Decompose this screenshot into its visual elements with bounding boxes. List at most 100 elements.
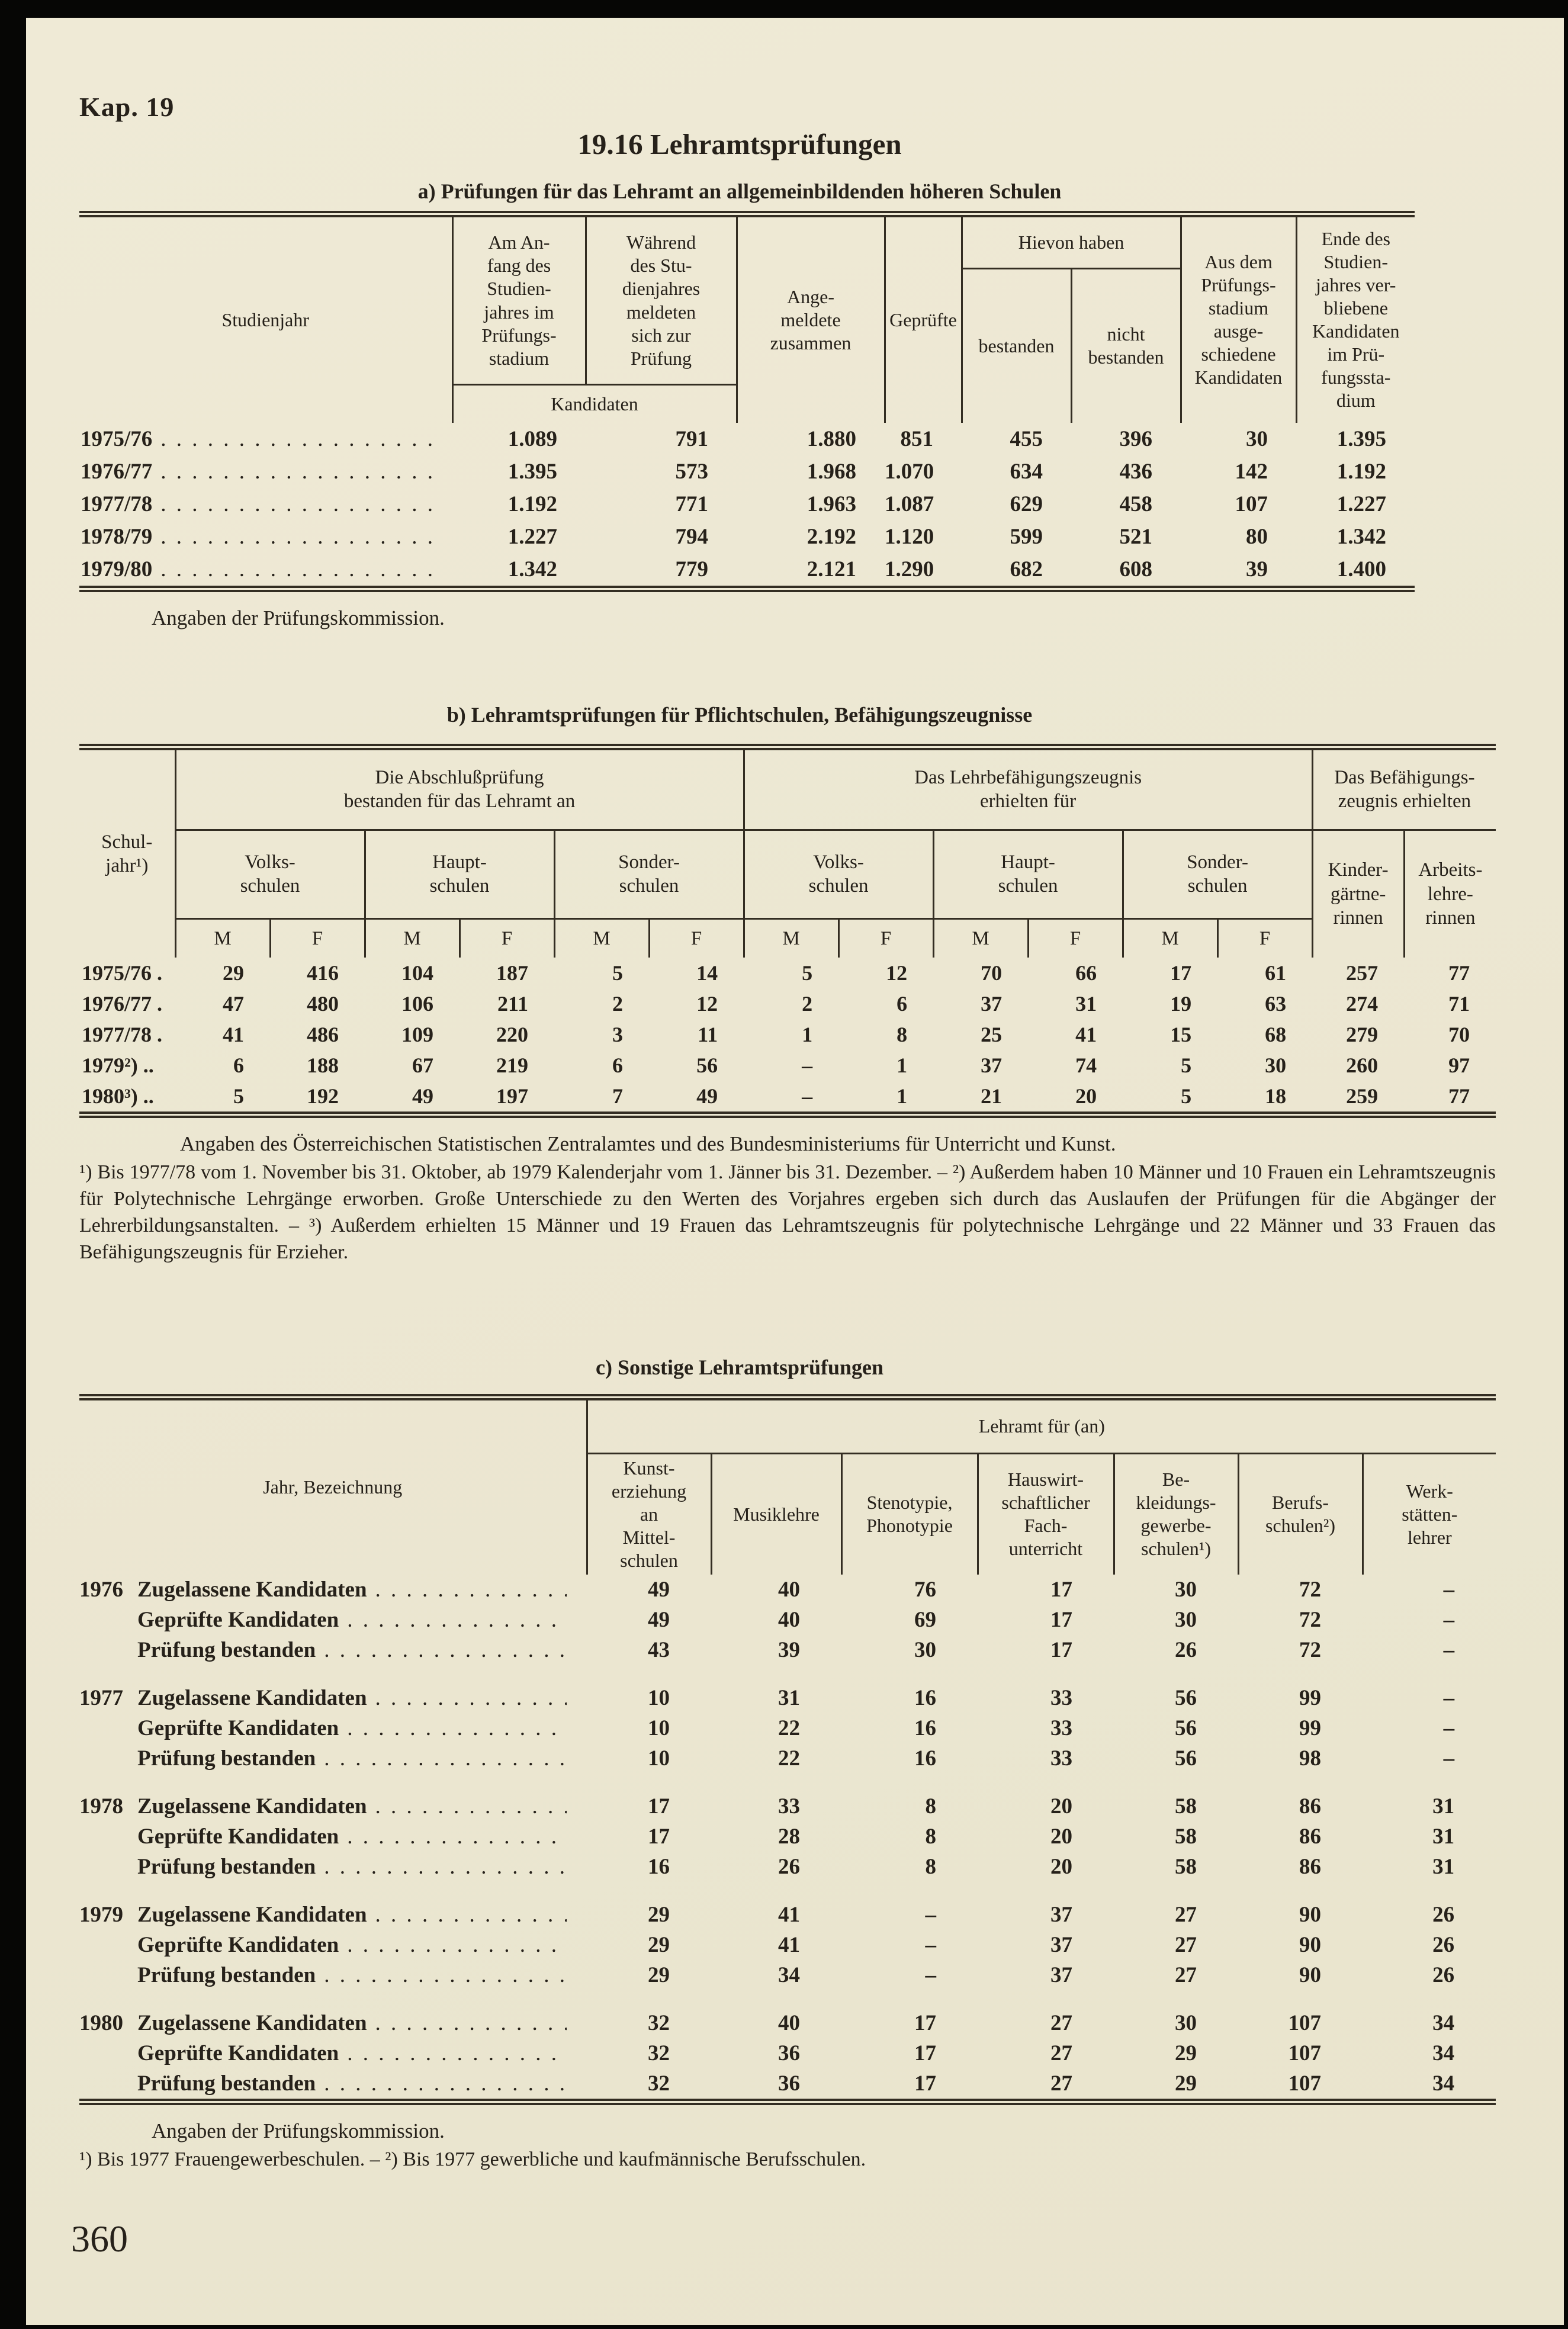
dotted-leader xyxy=(347,1932,567,1958)
page-number: 360 xyxy=(71,2217,128,2260)
col-header-hauptschulen-2: Haupt- schulen xyxy=(933,830,1124,920)
dotted-leader xyxy=(324,1637,567,1663)
value-cell: 98 xyxy=(1299,1746,1321,1771)
col-header-f: F xyxy=(460,918,555,958)
value-cell: 599 xyxy=(1010,524,1043,549)
col-header-f: F xyxy=(1028,918,1124,958)
col-header-studienjahr: Studienjahr xyxy=(79,214,454,423)
value-cell: 187 xyxy=(496,961,528,985)
table-b: Schul- jahr¹) Die Abschlußprüfung bestan… xyxy=(79,743,1496,1118)
value-cell: 63 xyxy=(1265,992,1287,1016)
footnote-c: ¹) Bis 1977 Frauengewerbeschulen. – ²) B… xyxy=(79,2148,866,2170)
value-cell: 5 xyxy=(1181,1053,1192,1077)
row-label: Zugelassene Kandidaten xyxy=(137,1794,367,1819)
value-cell: 6 xyxy=(612,1053,623,1077)
col-header-schuljahr: Schul- jahr¹) xyxy=(79,747,176,958)
value-cell: 17 xyxy=(1170,961,1192,985)
col-header-m: M xyxy=(554,918,650,958)
value-cell: 58 xyxy=(1175,1794,1197,1819)
year-label: 1978 xyxy=(79,1794,123,1819)
value-cell: 12 xyxy=(696,992,718,1016)
value-cell: 28 xyxy=(778,1824,800,1849)
value-cell: 34 xyxy=(1432,2071,1455,2096)
value-cell: 43 xyxy=(648,1638,670,1662)
year-cell: 1976/77 . xyxy=(82,992,163,1016)
row-label-cell: Geprüfte Kandidaten xyxy=(79,1822,587,1852)
value-cell: 1 xyxy=(897,1053,908,1077)
value-cell: 1.227 xyxy=(507,524,557,549)
value-cell: 90 xyxy=(1299,1933,1321,1957)
group-header-abschlusspruefung: Die Abschlußprüfung bestanden für das Le… xyxy=(175,747,745,831)
value-cell: 2 xyxy=(802,992,813,1016)
value-cell: 1.880 xyxy=(807,426,856,451)
value-cell: 634 xyxy=(1010,459,1043,484)
row-label: Prüfung bestanden xyxy=(137,1855,316,1879)
value-cell: 10 xyxy=(648,1686,670,1710)
row-label-cell: Prüfung bestanden xyxy=(79,1635,587,1665)
col-header-bekleidungsgewerbeschulen: Be- kleidungs- gewerbe- schulen¹) xyxy=(1114,1453,1239,1575)
col-header-am-anfang: Am An- fang des Studien- jahres im Prüfu… xyxy=(452,214,587,385)
year-label: 1980 xyxy=(79,2011,123,2035)
table-row: Prüfung bestanden 16 26 8 20 58 86 31 xyxy=(79,1852,1496,1882)
value-cell: 20 xyxy=(1050,1855,1072,1879)
row-label-cell: Prüfung bestanden xyxy=(79,1960,587,1990)
value-cell: – xyxy=(925,1903,937,1927)
table-a: Studienjahr Am An- fang des Studien- jah… xyxy=(79,211,1415,592)
group-header-lehrbefaehigungszeugnis: Das Lehrbefähigungszeugnis erhielten für xyxy=(744,747,1313,831)
value-cell: 39 xyxy=(778,1638,800,1662)
value-cell: 80 xyxy=(1246,524,1268,549)
value-cell: 15 xyxy=(1170,1023,1192,1046)
dotted-leader xyxy=(375,1902,567,1928)
col-header-gepruefte: Geprüfte xyxy=(885,214,963,423)
value-cell: 1.192 xyxy=(507,492,557,516)
col-header-volksschulen-1: Volks- schulen xyxy=(175,830,366,920)
row-label-cell: Prüfung bestanden xyxy=(79,1852,587,1882)
value-cell: 10 xyxy=(648,1746,670,1771)
value-cell: 56 xyxy=(1175,1686,1197,1710)
value-cell: 25 xyxy=(981,1023,1003,1046)
chapter-label: Kap. 19 xyxy=(79,92,175,122)
table-row: 1978 Zugelassene Kandidaten 17 33 8 20 5… xyxy=(79,1774,1496,1822)
value-cell: 99 xyxy=(1299,1686,1321,1710)
row-label-cell: Geprüfte Kandidaten xyxy=(79,1930,587,1960)
table-row: 1976 Zugelassene Kandidaten 49 40 76 17 … xyxy=(79,1575,1496,1605)
value-cell: 436 xyxy=(1119,459,1153,484)
value-cell: – xyxy=(925,1963,937,1987)
value-cell: 5 xyxy=(612,961,623,985)
dotted-leader xyxy=(375,1577,567,1602)
col-header-hauswirtschaft: Hauswirt- schaftlicher Fach- unterricht xyxy=(978,1453,1115,1575)
value-cell: 1.342 xyxy=(507,557,557,582)
year-cell: 1980³) .. xyxy=(82,1084,154,1108)
row-label: Geprüfte Kandidaten xyxy=(137,1716,339,1740)
value-cell: 30 xyxy=(1265,1053,1287,1077)
value-cell: 1.400 xyxy=(1336,557,1387,582)
year-cell: 1975/76 . xyxy=(82,961,163,985)
value-cell: 30 xyxy=(1246,426,1268,451)
value-cell: 18 xyxy=(1265,1084,1287,1108)
value-cell: 27 xyxy=(1050,2071,1072,2096)
value-cell: 36 xyxy=(778,2071,800,2096)
table-row: 1975/76 . 29 416 104 187 5 14 5 12 70 66… xyxy=(79,958,1496,988)
col-header-f: F xyxy=(1217,918,1313,958)
value-cell: 1.192 xyxy=(1336,459,1387,484)
value-cell: 188 xyxy=(307,1053,339,1077)
value-cell: 3 xyxy=(612,1023,623,1046)
value-cell: 2.121 xyxy=(807,557,856,582)
col-header-arbeitslehrerinnen: Arbeits- lehre- rinnen xyxy=(1418,859,1483,929)
dotted-leader xyxy=(347,2041,567,2066)
value-cell: 458 xyxy=(1119,492,1153,516)
dotted-leader xyxy=(324,1962,567,1988)
value-cell: 107 xyxy=(1288,2041,1322,2065)
col-header-f: F xyxy=(838,918,934,958)
value-cell: 90 xyxy=(1299,1963,1321,1987)
year-cell: 1976/77 xyxy=(79,455,452,488)
col-header-sonderschulen-2: Sonder- schulen xyxy=(1123,830,1313,920)
value-cell: 1.089 xyxy=(507,426,557,451)
year-cell: 1977/78 . xyxy=(82,1023,163,1046)
col-header-musiklehre: Musiklehre xyxy=(711,1453,843,1575)
value-cell: 7 xyxy=(612,1084,623,1108)
col-header-jahr-bezeichnung: Jahr, Bezeichnung xyxy=(79,1397,588,1575)
value-cell: 480 xyxy=(307,992,339,1016)
year-cell: 1978/79 xyxy=(79,521,452,553)
value-cell: 27 xyxy=(1175,1963,1197,1987)
